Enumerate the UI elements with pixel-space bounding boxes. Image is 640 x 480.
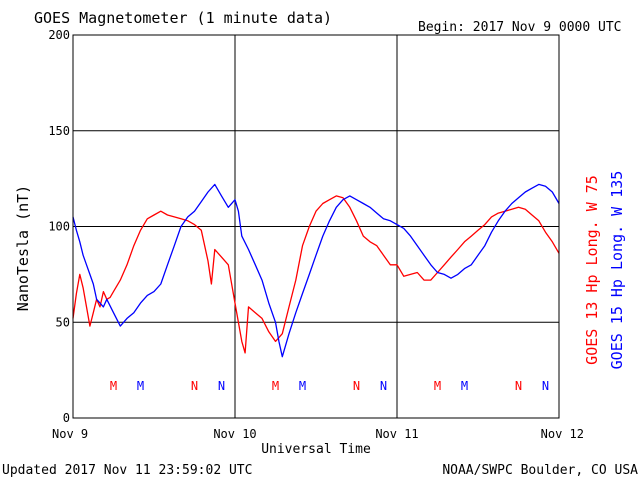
x-tick-label: Nov 11 xyxy=(375,427,418,441)
event-marker: M xyxy=(137,379,144,393)
data-series xyxy=(72,183,560,358)
x-tick-label: Nov 9 xyxy=(52,427,88,441)
credit-label: NOAA/SWPC Boulder, CO USA xyxy=(442,463,638,478)
series-goes13-line xyxy=(72,195,560,354)
x-axis-label: Universal Time xyxy=(261,442,371,457)
event-marker: M xyxy=(434,379,441,393)
event-marker: M xyxy=(272,379,279,393)
event-marker: N xyxy=(353,379,360,393)
event-marker: N xyxy=(515,379,522,393)
y-tick-labels: 0 50 100 150 200 xyxy=(48,28,70,425)
updated-timestamp: Updated 2017 Nov 11 23:59:02 UTC xyxy=(2,463,252,478)
event-marker: M xyxy=(461,379,468,393)
event-marker: M xyxy=(110,379,117,393)
y-tick-label: 150 xyxy=(48,124,70,138)
y-tick-label: 200 xyxy=(48,28,70,42)
legend-goes15: GOES 15 Hp Long. W 135 xyxy=(608,171,626,370)
grid-lines xyxy=(72,34,560,419)
event-marker: N xyxy=(218,379,225,393)
x-tick-label: Nov 12 xyxy=(541,427,584,441)
series-goes15-line xyxy=(72,183,560,358)
y-tick-label: 50 xyxy=(56,315,70,329)
x-tick-label: Nov 10 xyxy=(213,427,256,441)
event-marker: N xyxy=(191,379,198,393)
legend-goes13: GOES 13 Hp Long. W 75 xyxy=(583,175,601,365)
event-marker: N xyxy=(380,379,387,393)
begin-label: Begin: 2017 Nov 9 0000 UTC xyxy=(418,20,622,35)
chart-title: GOES Magnetometer (1 minute data) xyxy=(34,9,332,27)
y-axis-label: NanoTesla (nT) xyxy=(14,185,32,311)
y-tick-label: 100 xyxy=(48,220,70,234)
event-marker: M xyxy=(299,379,306,393)
plot-frame xyxy=(72,34,560,419)
x-tick-labels: Nov 9 Nov 10 Nov 11 Nov 12 xyxy=(52,427,584,441)
y-tick-label: 0 xyxy=(63,411,70,425)
event-marker: N xyxy=(542,379,549,393)
